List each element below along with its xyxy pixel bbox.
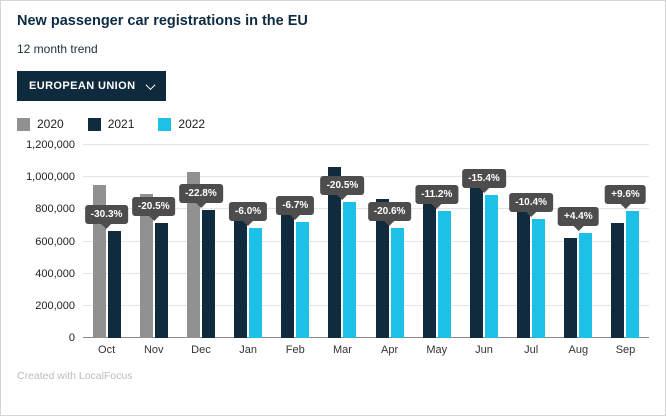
bar-2021-sep[interactable] (611, 222, 625, 338)
x-tick-label-nov: Nov (143, 344, 164, 356)
x-axis-labels: Oct Nov Dec Jan Feb Mar Apr May Jun Jul Aug Sep (83, 344, 649, 356)
region-dropdown-label: EUROPEAN UNION (29, 80, 136, 92)
bar-group-oct: -30.3% (83, 145, 130, 338)
y-tick-label: 200,000 (35, 299, 75, 312)
gridline (83, 208, 649, 210)
y-axis: 0 200,000 400,000 600,000 800,000 1,000,000 1,… (17, 139, 83, 344)
bar-2021-jul[interactable] (517, 205, 531, 338)
bar-2020-nov[interactable] (139, 193, 153, 338)
bar-2022-jun[interactable] (484, 195, 498, 338)
change-label-jan: -6.0% (229, 202, 268, 222)
change-label-oct: -30.3% (84, 205, 129, 225)
legend-swatch (87, 117, 101, 131)
bar-2021-apr[interactable] (375, 199, 389, 338)
change-label-sep: +9.6% (605, 185, 646, 205)
bar-2021-mar[interactable] (328, 167, 342, 338)
bar-2021-jan[interactable] (234, 221, 248, 338)
bar-group-nov: -20.5% (130, 145, 177, 338)
legend-label: 2020 (37, 117, 64, 131)
change-label-may: -11.2% (415, 184, 459, 204)
change-label-aug: +4.4% (557, 207, 599, 227)
change-label-jul: -10.4% (509, 193, 553, 213)
change-label-dec: -22.8% (179, 184, 223, 204)
legend: 2020 2021 2022 (17, 117, 649, 131)
bar-2022-aug[interactable] (579, 233, 593, 338)
x-tick-label-may: May (426, 344, 448, 356)
bar-group-aug: +4.4% (555, 145, 602, 338)
x-tick-label-oct: Oct (98, 344, 116, 356)
x-tick-label-sep: Sep (615, 344, 636, 356)
localfocus-credit[interactable]: Created with LocalFocus (17, 370, 133, 382)
gridline (83, 144, 649, 145)
legend-swatch (158, 117, 172, 131)
bar-group-jan: -6.0% (225, 145, 272, 338)
bar-group-dec: -22.8% (177, 145, 224, 338)
bar-group-may: -11.2% (413, 145, 460, 338)
bar-group-apr: -20.6% (366, 145, 413, 338)
x-axis-line (83, 337, 649, 338)
bar-2021-oct[interactable] (107, 231, 121, 338)
bar-2021-may[interactable] (422, 194, 436, 338)
bar-2020-dec[interactable] (186, 172, 200, 338)
bar-2022-jul[interactable] (532, 219, 546, 338)
gridline (83, 304, 649, 306)
bar-group-jun: -15.4% (460, 145, 507, 338)
gridline (83, 176, 649, 178)
x-tick-label-jul: Jul (524, 344, 539, 356)
y-tick-label: 600,000 (35, 235, 75, 248)
x-tick-label-aug: Aug (568, 344, 589, 356)
x-tick-label-apr: Apr (381, 344, 399, 356)
bar-2022-sep[interactable] (626, 211, 640, 338)
x-tick-label-mar: Mar (332, 344, 352, 356)
legend-item-2021: 2021 (87, 117, 135, 131)
x-tick-label-jun: Jun (475, 344, 493, 356)
legend-item-2022: 2022 (158, 117, 205, 131)
chart: 0 200,000 400,000 600,000 800,000 1,000,000 1,… (17, 139, 649, 344)
y-tick-label: 400,000 (35, 267, 75, 280)
legend-item-2020: 2020 (17, 117, 64, 131)
bar-2021-dec[interactable] (201, 210, 215, 338)
subtitle: 12 month trend (17, 42, 98, 56)
y-tick-label: 0 (68, 332, 75, 344)
legend-label: 2022 (178, 117, 206, 131)
bar-group-mar: -20.5% (319, 145, 366, 338)
change-label-jun: -15.4% (462, 169, 506, 189)
bar-2022-feb[interactable] (296, 222, 310, 338)
legend-label: 2021 (107, 117, 135, 131)
bar-group-jul: -10.4% (508, 145, 555, 338)
legend-swatch (17, 117, 30, 131)
y-tick-label: 1,200,000 (26, 139, 75, 151)
bar-2022-may[interactable] (437, 210, 451, 338)
y-tick-label: 1,000,000 (26, 171, 75, 184)
x-axis: Oct Nov Dec Jan Feb Mar Apr May Jun Jul Aug Sep (17, 344, 649, 356)
gridline (83, 240, 649, 242)
change-label-mar: -20.5% (320, 176, 365, 196)
chevron-down-icon (146, 79, 156, 90)
bar-2022-jan[interactable] (249, 228, 263, 338)
y-axis-spacer (17, 344, 83, 356)
bar-2021-jun[interactable] (469, 169, 483, 338)
bar-group-feb: -6.7% (272, 145, 319, 338)
gridline (83, 272, 649, 274)
change-label-apr: -20.6% (367, 201, 412, 221)
region-dropdown[interactable]: EUROPEAN UNION (17, 71, 167, 101)
change-label-nov: -20.5% (131, 197, 176, 217)
bar-2022-apr[interactable] (390, 227, 404, 338)
x-tick-label-jan: Jan (239, 344, 257, 356)
x-tick-label-dec: Dec (191, 344, 211, 356)
plot-area: -30.3% -20.5% -22.8% -6.0% -6.7% -20.5% -20.6%… (83, 144, 649, 338)
bar-group-sep: +9.6% (602, 145, 649, 338)
bar-groups: -30.3% -20.5% -22.8% -6.0% -6.7% -20.5% -20.6%… (83, 145, 649, 338)
page-title: New passenger car registrations in the E… (17, 13, 308, 29)
x-tick-label-feb: Feb (285, 344, 305, 356)
change-label-feb: -6.7% (276, 196, 315, 216)
bar-2021-feb[interactable] (281, 214, 295, 338)
y-tick-label: 800,000 (35, 203, 75, 216)
bar-2022-mar[interactable] (343, 202, 357, 338)
bar-2021-nov[interactable] (154, 223, 168, 338)
bar-2021-aug[interactable] (564, 237, 578, 338)
